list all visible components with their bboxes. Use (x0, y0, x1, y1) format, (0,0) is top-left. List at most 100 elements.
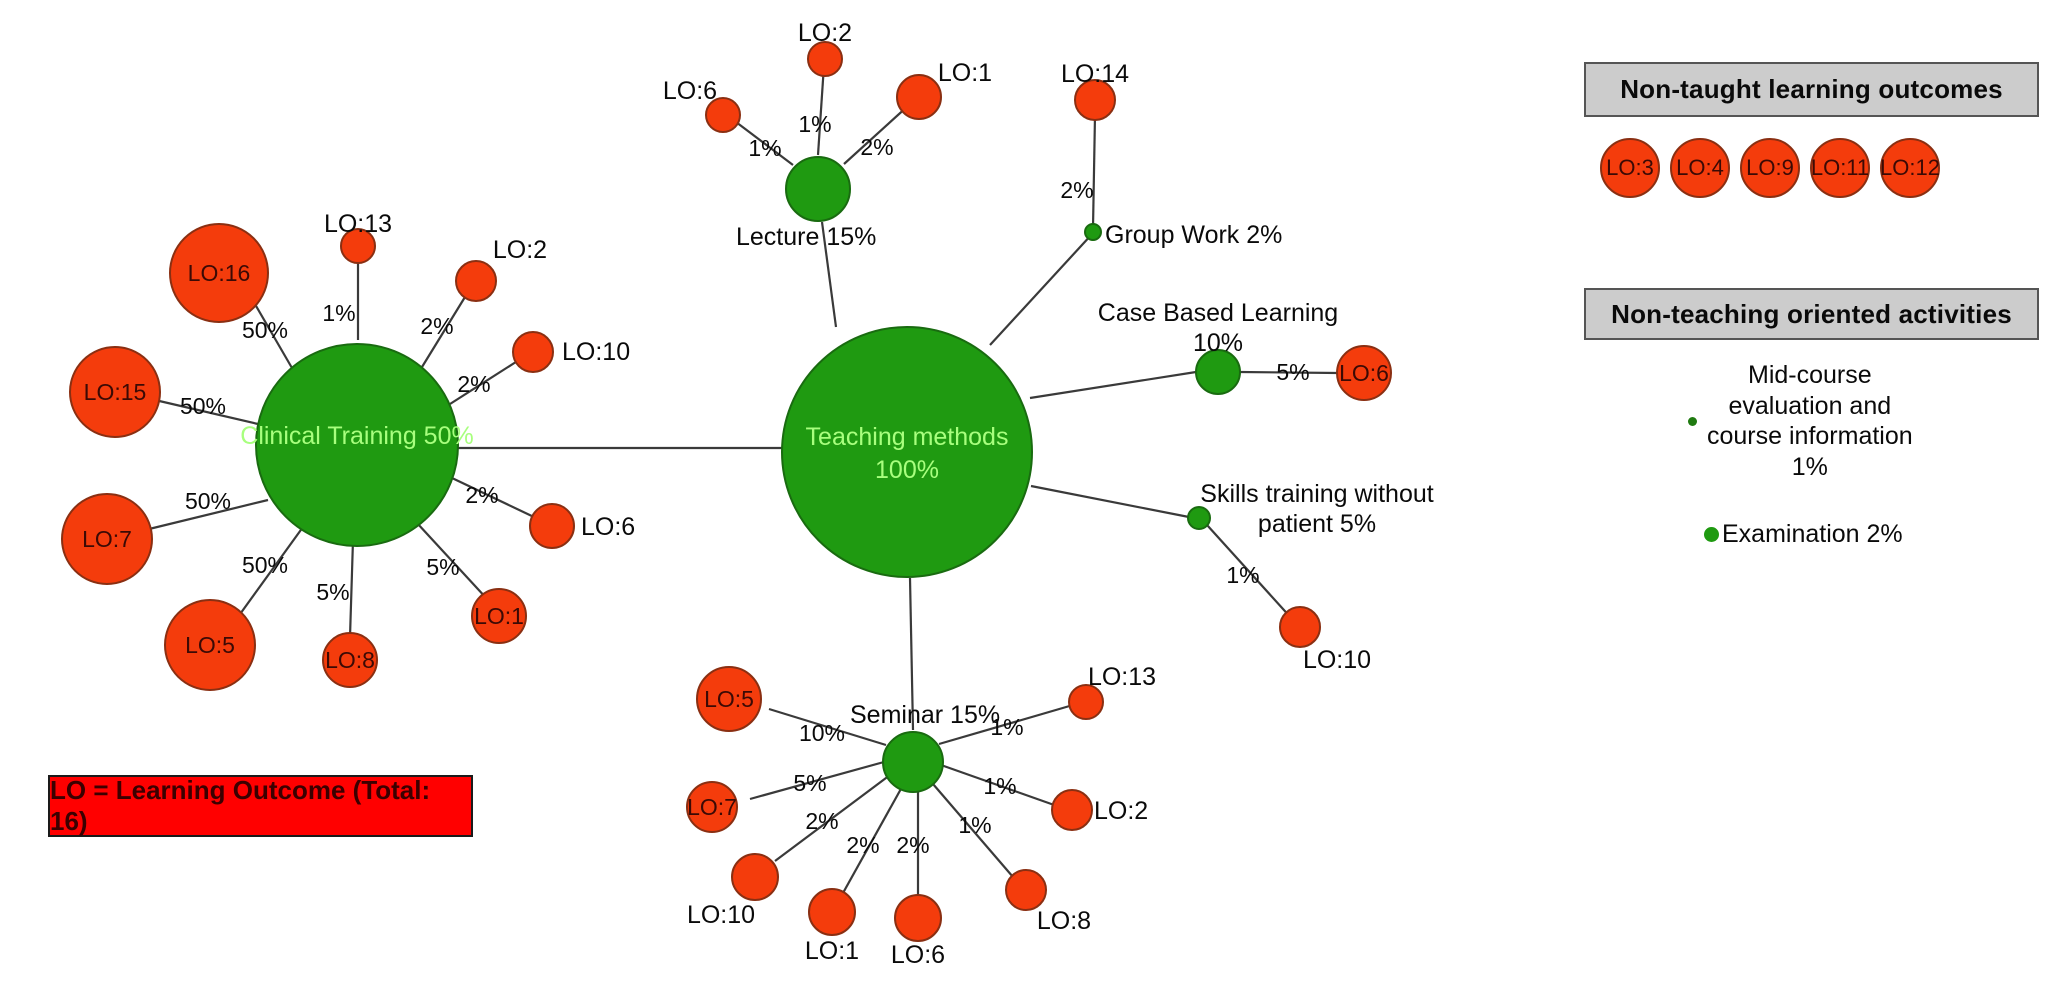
node-lo13-seminar[interactable] (1068, 684, 1104, 720)
node-teaching-methods[interactable]: Teaching methods 100% (781, 326, 1033, 578)
node-lo10-skills[interactable] (1279, 606, 1321, 648)
node-lo13-clinical[interactable] (340, 228, 376, 264)
node-group-work[interactable] (1084, 223, 1102, 241)
pct-clinical-lo7: 50% (185, 488, 231, 514)
seminar-edges (749, 703, 1074, 897)
lo2-seminar-label: LO:2 (1094, 797, 1148, 825)
clinical-satellites: LO:16 LO:15 LO:7 LO:5 LO:13 LO:2 (61, 210, 635, 691)
lecture-edges (731, 64, 910, 166)
edge-seminar-lo10 (774, 774, 891, 862)
node-lo15[interactable]: LO:15 (69, 346, 161, 438)
chip-lo4-label: LO:4 (1676, 155, 1724, 180)
activity-line2: evaluation and (1728, 391, 1892, 420)
pct-seminar-lo10: 2% (805, 808, 838, 834)
pct-skills-lo10: 1% (1226, 562, 1259, 588)
chip-lo9-label: LO:9 (1746, 155, 1794, 180)
lecture-satellites: LO:6 LO:2 LO:1 1% 1% 2% (663, 19, 992, 161)
edge-clinical-lo15 (154, 398, 259, 426)
pct-seminar-lo7: 5% (793, 770, 826, 796)
node-lo8-clinical[interactable]: LO:8 (322, 632, 378, 688)
node-skills-training[interactable] (1187, 506, 1211, 530)
lo10-clinical-label: LO:10 (562, 338, 630, 366)
lo10-seminar-label: LO:10 (687, 901, 755, 929)
hub-edges (455, 221, 1197, 731)
node-lo6-clinical[interactable] (529, 503, 575, 549)
edge-clinical-lo1 (416, 522, 489, 601)
legend-lo-key: LO = Learning Outcome (Total: 16) (48, 775, 473, 837)
lo16-label: LO:16 (188, 260, 251, 286)
node-lo10-seminar[interactable] (731, 853, 779, 901)
edge-groupwork-lo14 (1091, 114, 1097, 229)
node-lo2-clinical[interactable] (455, 260, 497, 302)
group-work-label: Group Work 2% (1105, 221, 1282, 249)
skills-label-line1: Skills training without (1200, 480, 1433, 508)
chip-lo11[interactable]: LO:11 (1810, 138, 1870, 198)
pct-clinical-lo13: 1% (322, 300, 355, 326)
lo13-clinical-label: LO:13 (324, 210, 392, 238)
lo1-seminar-label: LO:1 (805, 937, 859, 965)
node-lo5-clinical[interactable]: LO:5 (164, 599, 256, 691)
panel-non-taught-outcomes: Non-taught learning outcomes (1584, 62, 2039, 117)
pct-lecture-lo1: 2% (860, 134, 893, 160)
pct-cbl-lo6: 5% (1276, 359, 1309, 385)
green-dot-medium-icon (1704, 527, 1719, 542)
node-lo10-clinical[interactable] (512, 331, 554, 373)
pct-seminar-lo13: 1% (990, 714, 1023, 740)
edge-skills-lo10 (1206, 524, 1294, 621)
edge-tm-seminar (908, 577, 915, 731)
node-seminar[interactable] (882, 731, 944, 793)
node-lo6-lecture[interactable] (705, 97, 741, 133)
pct-seminar-lo1: 2% (846, 832, 879, 858)
edge-seminar-lo8 (932, 783, 1014, 878)
node-clinical-training[interactable]: Clinical Training 50% (240, 343, 474, 547)
pct-groupwork-lo14: 2% (1060, 177, 1093, 203)
panel-non-teaching-activities: Non-teaching oriented activities (1584, 288, 2039, 340)
lo15-label: LO:15 (84, 379, 147, 405)
node-lo8-seminar[interactable] (1005, 869, 1047, 911)
lo8-seminar-label: LO:8 (1037, 907, 1091, 935)
chip-lo9[interactable]: LO:9 (1740, 138, 1800, 198)
pct-seminar-lo2: 1% (983, 773, 1016, 799)
seminar-satellites: LO:5 LO:7 LO:10 LO:1 LO:6 LO:8 (686, 663, 1156, 969)
pct-clinical-lo1: 5% (426, 554, 459, 580)
chip-lo12-label: LO:12 (1880, 155, 1940, 180)
chip-lo12[interactable]: LO:12 (1880, 138, 1940, 198)
node-lo6-cbl[interactable]: LO:6 (1336, 345, 1392, 401)
edge-clinical-lo7 (144, 498, 269, 532)
node-lo16[interactable]: LO:16 (169, 223, 269, 323)
edge-tm-groupwork (989, 232, 1094, 346)
chip-lo3[interactable]: LO:3 (1600, 138, 1660, 198)
legend-lo-key-label: LO = Learning Outcome (Total: 16) (50, 775, 431, 836)
activity-examination[interactable]: Examination 2% (1704, 520, 1903, 549)
edge-tm-cbl (1029, 370, 1197, 400)
node-lo5-seminar[interactable]: LO:5 (696, 666, 762, 732)
node-lo2-seminar[interactable] (1051, 789, 1093, 831)
node-lo1-lecture[interactable] (896, 74, 942, 120)
edge-tm-lecture (820, 221, 838, 328)
node-lo6-seminar[interactable] (894, 894, 942, 942)
activity-mid-course-evaluation[interactable]: Mid-course evaluation and course informa… (1688, 360, 1988, 482)
pct-clinical-lo15: 50% (180, 393, 226, 419)
pct-clinical-lo10: 2% (457, 371, 490, 397)
node-lo1-seminar[interactable] (808, 888, 856, 936)
chip-lo4[interactable]: LO:4 (1670, 138, 1730, 198)
node-lo2-lecture[interactable] (807, 41, 843, 77)
activity-mid-course-text: Mid-course evaluation and course informa… (1707, 360, 1913, 482)
node-lo7-clinical[interactable]: LO:7 (61, 493, 153, 585)
pct-seminar-lo8: 1% (958, 812, 991, 838)
node-lo14[interactable] (1074, 79, 1116, 121)
node-lo1-clinical[interactable]: LO:1 (471, 588, 527, 644)
lo2-lecture-label: LO:2 (798, 19, 852, 47)
edge-lecture-lo6 (731, 118, 794, 166)
activity-line3: course information (1707, 422, 1913, 450)
edge-seminar-lo7 (749, 760, 885, 801)
node-lo7-seminar[interactable]: LO:7 (686, 781, 738, 833)
node-case-based-learning[interactable] (1195, 349, 1241, 395)
node-lecture[interactable] (785, 156, 851, 222)
lo10-skills-label: LO:10 (1303, 646, 1371, 674)
edge-clinical-lo8 (348, 539, 355, 638)
lo1-lecture-label: LO:1 (938, 59, 992, 87)
edge-seminar-lo2 (940, 763, 1058, 808)
